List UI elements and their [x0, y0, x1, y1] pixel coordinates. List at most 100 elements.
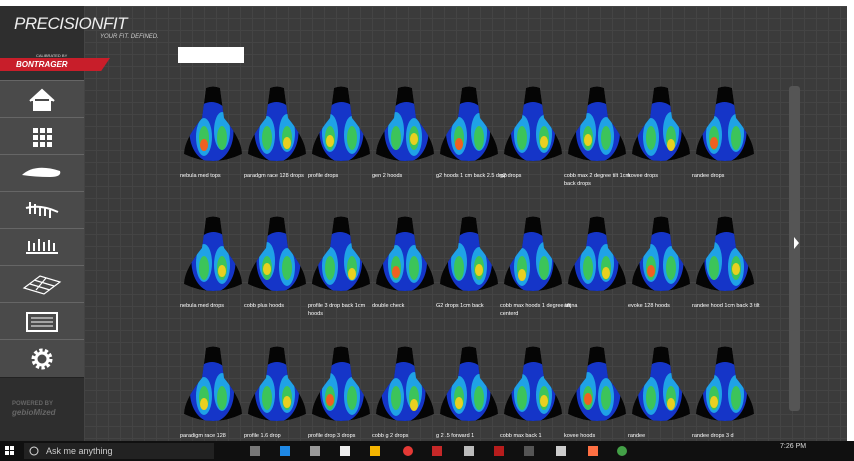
saddle-card[interactable]: [376, 216, 434, 293]
heat-peak: [218, 265, 226, 277]
saddle-label: randee drops: [692, 173, 725, 179]
saddle-card[interactable]: [440, 346, 498, 423]
saddle-label: randee: [628, 433, 646, 439]
maker-label: gebioMized: [12, 408, 56, 417]
saddle-card[interactable]: [440, 86, 498, 163]
saddle-card[interactable]: [248, 346, 306, 423]
search-box[interactable]: Ask me anything: [46, 446, 113, 456]
name-field[interactable]: [178, 47, 244, 63]
heat-peak: [710, 137, 718, 149]
icon: [22, 275, 62, 295]
saddle-card[interactable]: [312, 86, 370, 163]
heat-peak: [200, 139, 208, 151]
heat-peak: [326, 394, 334, 406]
saddle-card[interactable]: [504, 346, 562, 423]
powered-label: POWERED BY: [12, 401, 54, 407]
clock: 7:26 PM: [780, 443, 807, 450]
saddle-card[interactable]: [632, 216, 690, 293]
heat-high: [731, 126, 741, 150]
saddle-label: double check: [372, 303, 405, 309]
saddle-label: cobb max hoods 1 degree tilt centerd: [500, 303, 571, 317]
heat-peak: [326, 135, 334, 147]
saddle-card[interactable]: [632, 86, 690, 163]
saddle-card[interactable]: [184, 86, 242, 163]
heat-peak: [584, 393, 592, 405]
saddle-card[interactable]: [312, 346, 370, 423]
heat-high: [262, 126, 272, 150]
saddle-label: profile drops: [308, 173, 339, 179]
heat-peak: [200, 398, 208, 410]
heat-high: [517, 126, 527, 150]
saddle-card[interactable]: [504, 86, 562, 163]
saddle-card[interactable]: [504, 216, 562, 293]
heat-peak: [584, 134, 592, 146]
saddle-card[interactable]: [568, 346, 626, 423]
heat-peak: [540, 395, 548, 407]
saddle-label: cobb g 2 drops: [372, 433, 409, 439]
heat-high: [474, 386, 484, 410]
saddle-label: gen 2 hoods: [372, 173, 403, 179]
saddle-card[interactable]: [696, 346, 754, 423]
calibrated-label: CALIBRATED BY: [36, 53, 68, 58]
saddle-card[interactable]: [184, 346, 242, 423]
heat-peak: [602, 267, 610, 279]
brand: PRECISIONFIT: [14, 14, 128, 33]
heat-peak: [455, 138, 463, 150]
saddle-label: cobb max 2 degree tilt 1cm back drops: [564, 173, 631, 187]
saddle-card[interactable]: [184, 216, 242, 293]
scrollbar[interactable]: [789, 86, 800, 411]
home-button[interactable]: [0, 80, 84, 119]
heat-high: [646, 126, 656, 150]
heat-peak: [540, 136, 548, 148]
saddle-label: paradigm race 128: [180, 433, 226, 439]
heat-peak: [410, 399, 418, 411]
icon: [22, 167, 61, 177]
grid-button[interactable]: [0, 117, 84, 156]
heat-high: [517, 386, 527, 410]
heat-high: [646, 386, 656, 410]
heat-high: [454, 256, 464, 280]
saddle-label: kovee hoods: [564, 433, 596, 439]
heat-high: [217, 126, 227, 150]
icon: [33, 128, 52, 147]
heat-high: [199, 256, 209, 280]
saddle-label: anjna: [564, 303, 578, 309]
saddle-card[interactable]: [376, 346, 434, 423]
saddle-card[interactable]: [376, 86, 434, 163]
icon: [29, 88, 55, 111]
heat-peak: [283, 137, 291, 149]
saddle-button[interactable]: [0, 154, 84, 193]
saddle-label: g2 hoods 1 cm back 2.5 drop: [436, 173, 507, 179]
saddle-card[interactable]: [696, 86, 754, 163]
heat-high: [666, 256, 676, 280]
heat-high: [391, 386, 401, 410]
heat-peak: [518, 269, 526, 281]
saddle-card[interactable]: [568, 86, 626, 163]
saddle-grid: [184, 86, 800, 423]
icon: [26, 239, 58, 254]
heat-peak: [283, 396, 291, 408]
saddle-card[interactable]: [248, 86, 306, 163]
saddle-card[interactable]: [568, 216, 626, 293]
saddle-label: cobb plus hoods: [244, 303, 285, 309]
saddle-label: cobb max back 1: [500, 433, 542, 439]
sidebar: PRECISIONFIT YOUR FIT. DEFINED. CALIBRAT…: [0, 6, 159, 441]
heat-high: [347, 386, 357, 410]
heat-high: [601, 126, 611, 150]
saddle-label: profile drop 3 drops: [308, 433, 356, 439]
heat-peak: [392, 266, 400, 278]
settings-button[interactable]: [0, 339, 84, 378]
heat-high: [709, 256, 719, 280]
saddle-card[interactable]: [440, 216, 498, 293]
saddle-card[interactable]: [632, 346, 690, 423]
saddle-card[interactable]: [248, 216, 306, 293]
saddle-label: randee drops 3 d: [692, 433, 734, 439]
saddle-card[interactable]: [696, 216, 754, 293]
icon: [31, 348, 53, 370]
next-arrow[interactable]: [794, 237, 799, 249]
app-window: PRECISIONFIT YOUR FIT. DEFINED. CALIBRAT…: [0, 6, 847, 441]
pressure-button[interactable]: [0, 191, 84, 230]
saddle-card[interactable]: [312, 216, 370, 293]
heat-peak: [667, 139, 675, 151]
